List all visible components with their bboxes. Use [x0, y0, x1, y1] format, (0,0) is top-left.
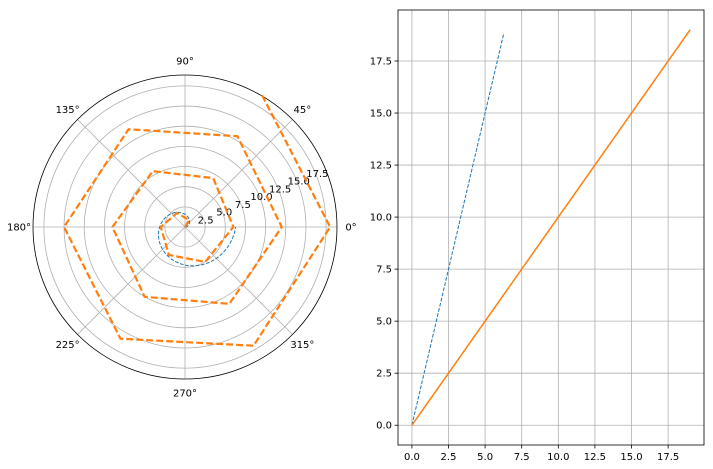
polar-r-tick-label: 12.5 [269, 184, 291, 195]
x-tick-label: 0.0 [404, 452, 420, 463]
polar-theta-tick-label: 135° [56, 105, 80, 116]
polar-r-tick-label: 7.5 [235, 200, 251, 211]
x-tick-label: 15.0 [620, 452, 642, 463]
polar-r-tick-label: 17.5 [306, 169, 328, 180]
polar-series-hexagon-line [62, 93, 332, 347]
cartesian-chart: 0.0 2.5 5.0 7.5 10.0 12.5 15.0 17.5 0.0 2.5 5.0 7.5… [370, 9, 705, 463]
polar-theta-tick-label: 45° [294, 105, 312, 116]
polar-theta-tick-label: 225° [56, 340, 80, 351]
polar-r-tick-label: 15.0 [288, 177, 310, 188]
x-tick-label: 7.5 [514, 452, 530, 463]
polar-theta-tick-label: 180° [7, 223, 31, 234]
polar-r-tick-label: 5.0 [216, 208, 232, 219]
y-tick-label: 0.0 [376, 421, 392, 432]
y-tick-label: 12.5 [370, 161, 392, 172]
x-tick-label: 2.5 [441, 452, 457, 463]
polar-theta-tick-label: 270° [173, 389, 197, 400]
polar-theta-gridline [184, 226, 293, 335]
y-tick-label: 7.5 [376, 265, 392, 276]
polar-r-tick-label: 2.5 [198, 215, 214, 226]
y-tick-label: 15.0 [370, 109, 392, 120]
cartesian-series-dashed-line [411, 32, 505, 426]
x-tick-label: 5.0 [477, 452, 493, 463]
y-tick-label: 5.0 [376, 317, 392, 328]
x-tick-label: 12.5 [584, 452, 606, 463]
polar-theta-gridline [77, 119, 186, 228]
polar-theta-gridline [184, 119, 293, 228]
polar-r-tick-label: 10.0 [250, 192, 272, 203]
y-tick-label: 10.0 [370, 213, 392, 224]
x-tick-label: 17.5 [657, 452, 679, 463]
y-tick-label: 17.5 [370, 56, 392, 67]
polar-theta-tick-label: 315° [290, 340, 314, 351]
polar-theta-tick-label: 0° [345, 223, 356, 234]
x-tick-label: 10.0 [547, 452, 569, 463]
polar-theta-tick-label: 90° [176, 57, 194, 68]
y-tick-label: 2.5 [376, 369, 392, 380]
polar-frame [32, 74, 338, 380]
cartesian-frame [397, 9, 705, 446]
cartesian-series-solid-line [411, 29, 691, 426]
polar-chart: 0° 45° 90° 135° 180° 225° 270° 315° 2.55.07.510.… [7, 57, 357, 400]
